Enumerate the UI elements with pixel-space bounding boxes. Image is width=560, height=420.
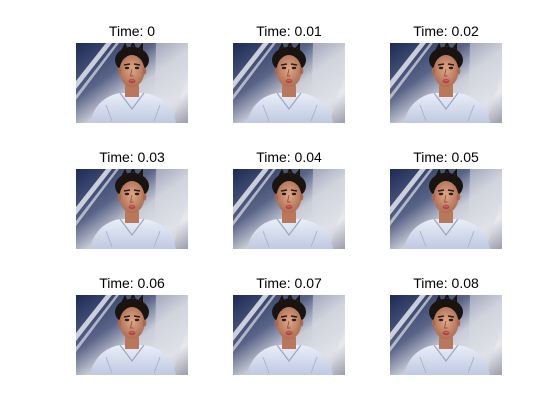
subplot-title: Time: 0.06 bbox=[99, 275, 165, 291]
subplot-title: Time: 0.05 bbox=[413, 149, 479, 165]
portrait-photo-icon bbox=[76, 43, 188, 123]
portrait-photo-icon bbox=[233, 295, 345, 375]
subplot-title: Time: 0.08 bbox=[413, 275, 479, 291]
subplot-title: Time: 0 bbox=[108, 23, 156, 39]
portrait-photo-icon bbox=[76, 295, 188, 375]
subplot-title: Time: 0.03 bbox=[99, 149, 165, 165]
subplot-title: Time: 0.04 bbox=[256, 149, 322, 165]
subplot-title: Time: 0.07 bbox=[256, 275, 322, 291]
portrait-photo-icon bbox=[390, 295, 502, 375]
portrait-photo-icon bbox=[233, 43, 345, 123]
portrait-photo-icon bbox=[390, 169, 502, 249]
portrait-photo-icon bbox=[76, 169, 188, 249]
subplot-title: Time: 0.01 bbox=[256, 23, 322, 39]
portrait-photo-icon bbox=[233, 169, 345, 249]
subplot-title: Time: 0.02 bbox=[413, 23, 479, 39]
portrait-photo-icon bbox=[390, 43, 502, 123]
